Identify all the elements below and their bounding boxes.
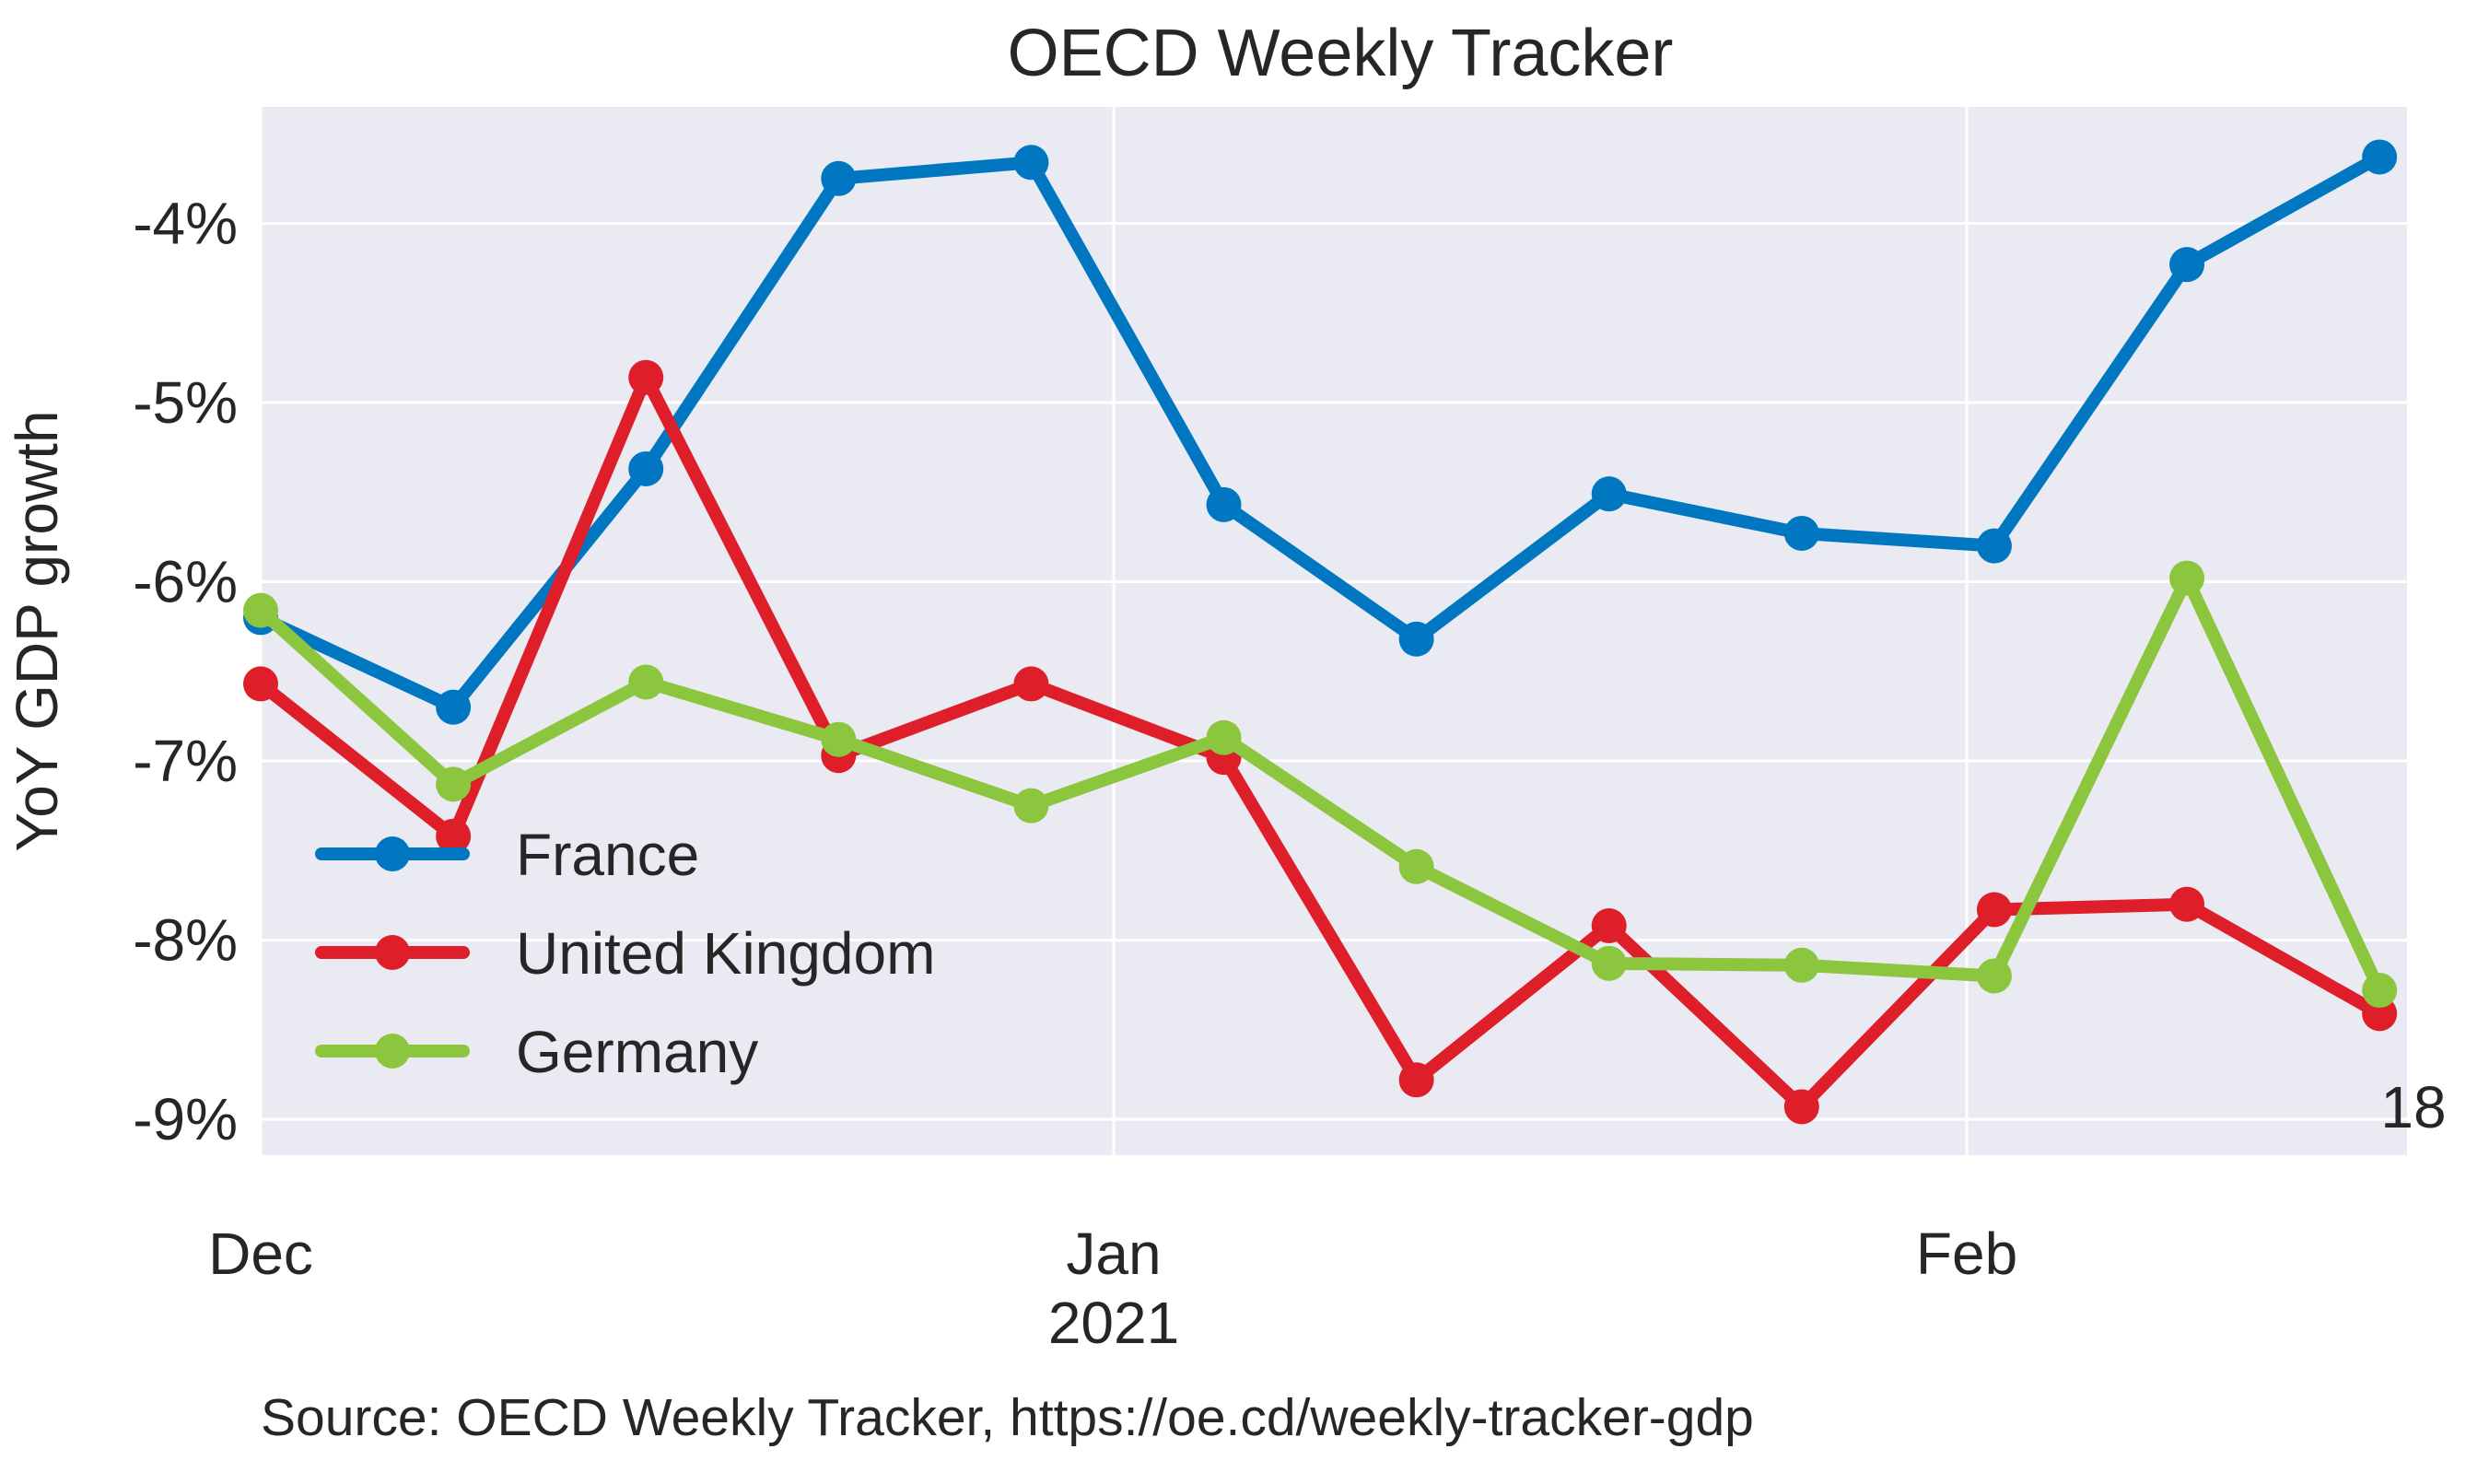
chart-title: OECD Weekly Tracker [1008, 17, 1674, 90]
data-point-united-kingdom [1591, 908, 1627, 944]
y-tick-labels: -9% -8% -7% -6% -5% -4% [133, 190, 238, 1152]
gridlines [259, 107, 2407, 1155]
data-point-united-kingdom [628, 359, 664, 395]
legend-label: United Kingdom [516, 920, 935, 987]
data-point-france [1206, 486, 1242, 522]
data-point-france [1013, 145, 1049, 181]
y-tick-label: -6% [133, 549, 238, 615]
series-germany [243, 560, 2398, 1009]
data-point-united-kingdom [1976, 892, 2012, 928]
legend-item-united-kingdom: United Kingdom [315, 920, 935, 987]
series-layer [243, 139, 2398, 1125]
data-point-germany [1783, 947, 1819, 983]
data-point-germany [436, 766, 472, 802]
data-point-france [1976, 528, 2012, 564]
y-tick-label: -4% [133, 190, 238, 256]
data-point-germany [2362, 973, 2398, 1009]
legend-label: France [516, 822, 699, 888]
legend: France United Kingdom Germany [315, 822, 935, 1085]
data-point-france [436, 689, 472, 725]
data-point-germany [2169, 560, 2205, 596]
legend-item-france: France [315, 822, 699, 888]
data-point-france [821, 160, 857, 196]
data-point-united-kingdom [1013, 666, 1049, 702]
data-point-france [1591, 476, 1627, 512]
legend-marker [375, 935, 410, 970]
legend-marker [375, 836, 410, 871]
y-axis-label: YoY GDP growth [4, 410, 70, 851]
data-point-germany [243, 592, 278, 628]
legend-marker [375, 1034, 410, 1069]
y-tick-label: -9% [133, 1086, 238, 1152]
source-note: Source: OECD Weekly Tracker, https://oe.… [261, 1388, 1754, 1447]
data-point-united-kingdom [1398, 1062, 1434, 1098]
series-line-france [254, 150, 2387, 714]
data-point-germany [1398, 848, 1434, 884]
data-point-united-kingdom [1783, 1089, 1819, 1125]
data-point-germany [1013, 788, 1049, 824]
series-line-germany [254, 571, 2387, 997]
x-tick-sublabel: 2021 [1048, 1290, 1179, 1356]
series-france [243, 139, 2398, 725]
data-point-united-kingdom [2169, 886, 2205, 922]
data-point-france [628, 450, 664, 486]
y-tick-label: -5% [133, 369, 238, 436]
x-tick-label: Feb [1916, 1221, 2017, 1287]
data-point-france [2362, 139, 2398, 175]
legend-item-germany: Germany [315, 1019, 758, 1085]
data-point-germany [821, 721, 857, 757]
x-axis-end-label: 18 [2380, 1074, 2446, 1140]
x-tick-label: Jan [1066, 1221, 1161, 1287]
plot-area [261, 107, 2407, 1155]
y-tick-label: -7% [133, 728, 238, 794]
data-point-germany [1206, 719, 1242, 755]
data-point-germany [1976, 958, 2012, 994]
y-tick-label: -8% [133, 907, 238, 974]
x-tick-label: Dec [208, 1221, 313, 1287]
data-point-united-kingdom [243, 666, 278, 702]
data-point-united-kingdom [436, 818, 472, 854]
data-point-france [1398, 621, 1434, 657]
data-point-france [1783, 515, 1819, 551]
data-point-germany [1591, 945, 1627, 981]
legend-label: Germany [516, 1019, 758, 1085]
data-point-france [2169, 247, 2205, 283]
data-point-germany [628, 664, 664, 700]
